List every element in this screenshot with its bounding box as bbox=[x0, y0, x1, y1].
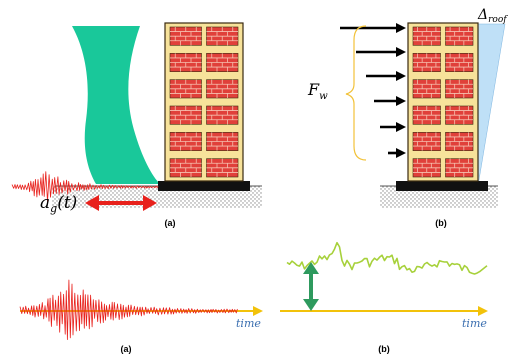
mean-offset-arrow bbox=[303, 262, 319, 311]
earthquake-record-path bbox=[19, 279, 238, 340]
wind-pressure-signal bbox=[286, 241, 488, 275]
wind-signal-path bbox=[286, 241, 488, 275]
roof-drift-label: Δroof bbox=[477, 7, 508, 25]
building-foundation-b bbox=[396, 181, 488, 191]
ground-shaking-arrow bbox=[85, 195, 157, 211]
wind-force-brace bbox=[345, 25, 367, 161]
seismic-wave-band bbox=[72, 26, 160, 184]
earthquake-acceleration-signal bbox=[19, 279, 238, 340]
caption-top-b: (b) bbox=[435, 218, 447, 228]
panel-wind-building: Fw Δroof (b) bbox=[307, 7, 508, 228]
frame-outline bbox=[407, 22, 479, 182]
ground-acceleration-trace bbox=[11, 171, 159, 203]
wind-arrowhead bbox=[396, 96, 406, 106]
wind-arrowhead bbox=[396, 23, 406, 33]
wind-arrowhead bbox=[396, 122, 406, 132]
frame-outline bbox=[164, 22, 244, 182]
wind-arrow bbox=[366, 71, 406, 81]
ground-motion-label: ag(t) bbox=[40, 193, 77, 215]
panel-wind-record: time (b) bbox=[280, 241, 488, 354]
wind-arrowhead bbox=[396, 148, 406, 158]
wind-arrow bbox=[340, 23, 406, 33]
wind-arrow bbox=[388, 148, 406, 158]
ground-hatch-b bbox=[380, 186, 498, 208]
caption-top-a: (a) bbox=[165, 218, 176, 228]
roof-drift-profile bbox=[477, 23, 506, 187]
wind-arrow bbox=[380, 122, 406, 132]
time-axis-b-arrowhead bbox=[478, 306, 488, 316]
panel-earthquake-record: time (a) bbox=[19, 279, 263, 354]
wind-load-arrows bbox=[340, 23, 406, 158]
time-axis-b-label: time bbox=[462, 317, 487, 330]
caption-bottom-b: (b) bbox=[378, 344, 390, 354]
wind-arrowhead bbox=[396, 71, 406, 81]
building-foundation bbox=[158, 181, 250, 191]
wind-arrow bbox=[374, 96, 406, 106]
time-axis-a-label: time bbox=[236, 317, 261, 330]
wind-arrow bbox=[356, 47, 406, 57]
wind-arrowhead bbox=[396, 47, 406, 57]
ground-trace-path bbox=[11, 171, 159, 203]
building-frame bbox=[164, 22, 244, 182]
wind-force-label: Fw bbox=[307, 80, 328, 102]
caption-bottom-a: (a) bbox=[121, 344, 132, 354]
building-frame-b bbox=[407, 22, 479, 182]
panel-earthquake-building: ag(t) (a) bbox=[11, 22, 262, 228]
time-axis-a-arrowhead bbox=[253, 306, 263, 316]
